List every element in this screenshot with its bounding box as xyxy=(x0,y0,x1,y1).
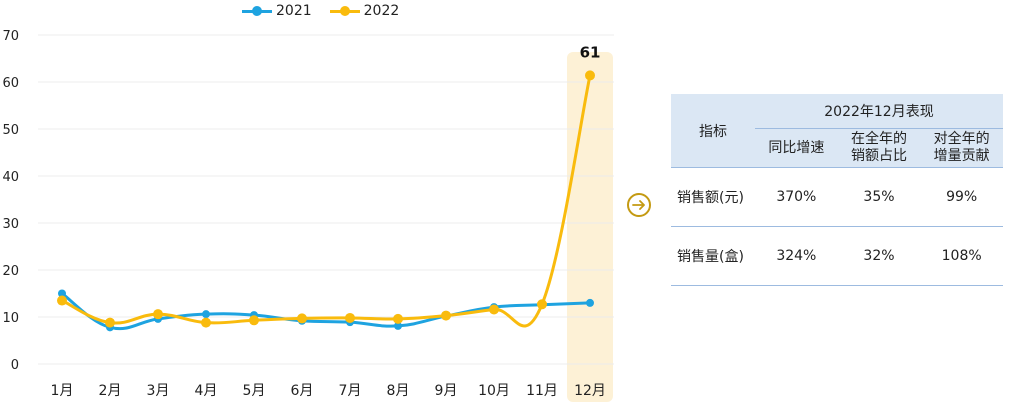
data-point-2022-9月 xyxy=(441,310,451,321)
subheader-annual-share: 在全年的 销额占比 xyxy=(850,131,907,164)
data-point-2021-1月 xyxy=(58,289,66,298)
x-tick-label: 4月 xyxy=(195,383,218,399)
subheader-yoy-growth: 同比增速 xyxy=(768,139,825,156)
y-tick-label: 60 xyxy=(2,76,19,91)
x-tick-label: 1月 xyxy=(51,383,74,399)
legend-item-2022: 2022 xyxy=(329,3,400,19)
series-line-2022 xyxy=(61,75,592,328)
data-point-2022-12月 xyxy=(585,70,595,81)
x-tick-label: 6月 xyxy=(291,383,314,399)
group-header: 2022年12月表现 xyxy=(755,94,1003,129)
y-tick-label: 10 xyxy=(2,311,19,326)
x-tick-label: 11月 xyxy=(526,383,558,399)
data-point-2022-5月 xyxy=(249,315,259,326)
data-point-2022-6月 xyxy=(297,313,307,324)
y-tick-label: 70 xyxy=(2,29,19,44)
cell-value: 108% xyxy=(920,226,1003,286)
x-tick-label: 10月 xyxy=(478,383,510,399)
cell-value: 32% xyxy=(837,226,921,286)
legend-swatch-2022 xyxy=(329,4,360,18)
x-tick-label: 7月 xyxy=(339,383,362,399)
x-tick-label: 5月 xyxy=(243,383,266,399)
cell-value: 370% xyxy=(755,167,838,227)
data-point-2022-2月 xyxy=(105,317,115,328)
row-metric: 销售量(盒) xyxy=(671,226,755,286)
data-point-2021-8月 xyxy=(394,321,402,330)
highlight-band xyxy=(567,52,613,402)
cell-value: 324% xyxy=(755,226,838,286)
cell-value: 35% xyxy=(837,167,921,227)
table-row: 销售额(元) 370% 35% 99% xyxy=(671,167,1003,227)
y-tick-label: 50 xyxy=(2,123,19,138)
y-tick-label: 30 xyxy=(2,217,19,232)
cell-value: 99% xyxy=(920,167,1003,227)
arrow-right-circle-icon xyxy=(627,193,651,217)
x-tick-label: 3月 xyxy=(147,383,170,399)
series-line-2021 xyxy=(61,292,591,331)
legend-label-2022: 2022 xyxy=(363,3,400,19)
data-point-2022-7月 xyxy=(345,312,355,323)
data-point-2022-4月 xyxy=(201,317,211,328)
performance-table: 指标 2022年12月表现 同比增速 在全年的 销额占比 对全年的 增量贡献 销售额… xyxy=(671,94,1003,286)
row-metric: 销售额(元) xyxy=(671,167,755,227)
data-point-2022-1月 xyxy=(57,295,67,306)
data-point-2022-8月 xyxy=(393,313,403,324)
legend-label-2021: 2021 xyxy=(276,3,312,19)
data-point-2022-11月 xyxy=(537,299,547,310)
x-tick-label: 2月 xyxy=(99,383,122,399)
y-tick-label: 20 xyxy=(2,264,19,279)
line-chart: 0 10 20 30 40 50 60 70 1月 2月 3月 4月 5月 6月 7月 8月 9月 10月 11月 1… xyxy=(2,3,614,402)
x-tick-label: 9月 xyxy=(435,383,458,399)
legend-swatch-2021 xyxy=(242,4,272,18)
data-point-2021-4月 xyxy=(202,310,210,319)
y-tick-label: 0 xyxy=(11,358,19,373)
data-point-2022-3月 xyxy=(153,309,163,320)
data-label: 61 xyxy=(580,43,601,61)
table-row: 销售量(盒) 324% 32% 108% xyxy=(671,226,1003,286)
data-point-2021-12月 xyxy=(586,298,594,307)
legend-item-2021: 2021 xyxy=(242,3,312,19)
data-point-2022-10月 xyxy=(489,304,499,315)
y-tick-label: 40 xyxy=(2,170,19,185)
metric-header: 指标 xyxy=(699,123,727,140)
chart-svg: 0 10 20 30 40 50 60 70 1月 2月 3月 4月 5月 6月 7月 8月 9月 10月 11月 1… xyxy=(2,29,614,402)
x-tick-label: 12月 xyxy=(574,383,606,399)
chart-legend: 2021 2022 xyxy=(242,3,399,19)
x-tick-label: 8月 xyxy=(387,383,410,399)
subheader-increment-contribution: 对全年的 增量贡献 xyxy=(933,131,990,164)
